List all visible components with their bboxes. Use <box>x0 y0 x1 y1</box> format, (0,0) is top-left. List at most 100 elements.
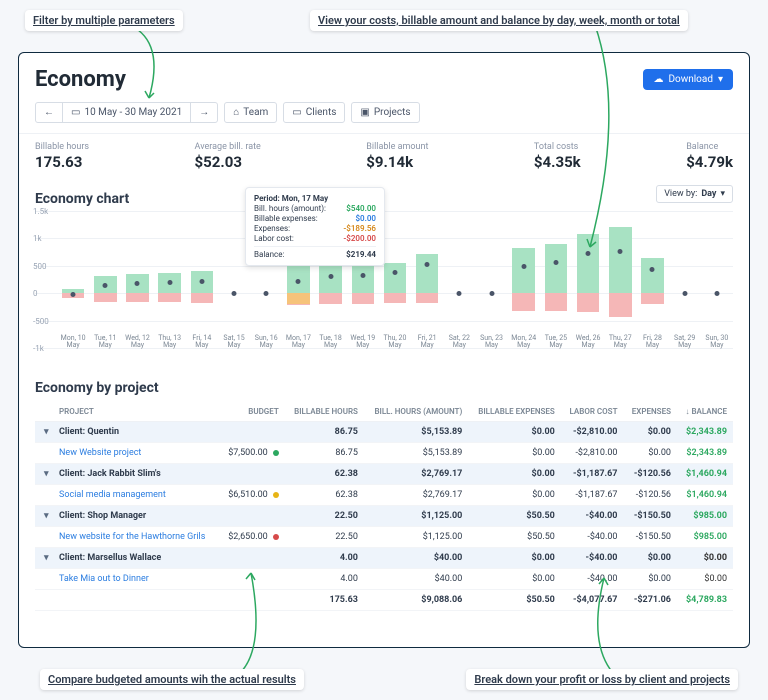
table-cell: $40.00 <box>364 569 468 590</box>
client-row[interactable]: ▾Client: Quentin86.75$5,153.89$0.00-$2,8… <box>35 422 733 443</box>
table-cell: $0.00 <box>677 548 733 569</box>
table-cell: $1,125.00 <box>364 527 468 548</box>
team-label: Team <box>243 107 268 118</box>
table-header[interactable]: EXPENSES <box>623 402 676 422</box>
chart-day[interactable]: Sun, 23May <box>475 211 507 348</box>
project-row[interactable]: Take Mia out to Dinner4.00$40.00$0.00-$4… <box>35 569 733 590</box>
client-row[interactable]: ▾Client: Marsellus Wallace4.00$40.00$0.0… <box>35 548 733 569</box>
table-header[interactable]: LABOR COST <box>561 402 624 422</box>
tooltip-period-label: Period: <box>254 194 280 203</box>
total-row: 175.63$9,088.06$50.50-$4,077.67-$271.06$… <box>35 590 733 611</box>
table-cell: $5,153.89 <box>364 443 468 464</box>
chart-title: Economy chart <box>35 191 129 207</box>
viewby-selector[interactable]: View by: Day ▾ <box>656 185 733 203</box>
project-name: New website for the Hawthorne Grils <box>35 527 219 548</box>
chart-day[interactable]: Thu, 27May <box>604 211 636 348</box>
economy-table: PROJECTBUDGETBILLABLE HOURSBILL. HOURS (… <box>35 402 733 611</box>
chart-day[interactable]: Mon, 10May <box>57 211 89 348</box>
table-cell: $40.00 <box>364 548 468 569</box>
table-header[interactable]: PROJECT <box>35 402 219 422</box>
table-header[interactable]: BILLABLE HOURS <box>285 402 364 422</box>
date-range-label: 10 May - 30 May 2021 <box>84 107 182 118</box>
chart-day[interactable]: Fri, 28May <box>636 211 668 348</box>
date-range-button[interactable]: ▭ 10 May - 30 May 2021 <box>62 102 191 123</box>
project-name: New Website project <box>35 443 219 464</box>
table-cell: 4.00 <box>285 569 364 590</box>
table-cell: 62.38 <box>285 485 364 506</box>
tooltip-period-value: Mon, 17 May <box>282 194 328 203</box>
table-cell: $4,789.83 <box>677 590 733 611</box>
table-cell: $50.50 <box>468 527 561 548</box>
table-cell: $5,153.89 <box>364 422 468 443</box>
projects-filter-button[interactable]: ▣ Projects <box>351 102 419 123</box>
budget-cell: $7,500.00 <box>219 443 284 464</box>
table-cell: -$120.56 <box>623 464 676 485</box>
table-cell: $0.00 <box>623 422 676 443</box>
table-title: Economy by project <box>35 380 733 396</box>
project-row[interactable]: New website for the Hawthorne Grils$2,65… <box>35 527 733 548</box>
table-cell: $0.00 <box>468 443 561 464</box>
kpi-label: Average bill. rate <box>195 142 261 152</box>
table-cell: $0.00 <box>468 569 561 590</box>
callout-compare: Compare budgeted amounts wih the actual … <box>40 669 304 690</box>
toolbar: ← ▭ 10 May - 30 May 2021 → ⌂ Team ▭ Clie… <box>35 102 733 123</box>
tooltip-balance-label: Balance: <box>254 250 284 259</box>
chart-day[interactable]: Sat, 29May <box>669 211 701 348</box>
table-cell: $1,125.00 <box>364 506 468 527</box>
kpi: Total costs$4.35k <box>534 142 581 171</box>
client-name: ▾Client: Shop Manager <box>35 506 219 527</box>
table-cell: $1,460.94 <box>677 464 733 485</box>
table-header[interactable]: BILL. HOURS (AMOUNT) <box>364 402 468 422</box>
kpi-value: $4.35k <box>534 153 581 171</box>
chevron-down-icon: ▾ <box>44 553 49 563</box>
chart-day[interactable]: Sun, 30May <box>701 211 733 348</box>
table-cell: $50.50 <box>468 590 561 611</box>
table-cell: $2,769.17 <box>364 464 468 485</box>
table-cell: $0.00 <box>468 548 561 569</box>
chevron-down-icon: ▾ <box>44 469 49 479</box>
economy-panel: Economy ☁ Download ▾ ← ▭ 10 May - 30 May… <box>18 52 750 648</box>
table-header[interactable]: BUDGET <box>219 402 284 422</box>
table-cell: $2,769.17 <box>364 485 468 506</box>
date-next-button[interactable]: → <box>190 102 218 123</box>
kpi-value: 175.63 <box>35 153 89 171</box>
download-button[interactable]: ☁ Download ▾ <box>643 69 733 90</box>
kpi-value: $9.14k <box>366 153 428 171</box>
chart-day[interactable]: Tue, 11May <box>89 211 121 348</box>
table-cell: 62.38 <box>285 464 364 485</box>
kpi: Billable amount$9.14k <box>366 142 428 171</box>
chart-day[interactable]: Mon, 24May <box>508 211 540 348</box>
download-label: Download <box>668 74 713 85</box>
table-cell: -$2,810.00 <box>561 443 624 464</box>
client-row[interactable]: ▾Client: Jack Rabbit Slim's62.38$2,769.1… <box>35 464 733 485</box>
clients-filter-button[interactable]: ▭ Clients <box>283 102 345 123</box>
projects-label: Projects <box>374 107 411 118</box>
project-name: Take Mia out to Dinner <box>35 569 219 590</box>
table-header[interactable]: ↓ BALANCE <box>677 402 733 422</box>
calendar-icon: ▭ <box>71 107 80 118</box>
table-cell: 86.75 <box>285 422 364 443</box>
chart-day[interactable]: Fri, 21May <box>411 211 443 348</box>
kpi: Average bill. rate$52.03 <box>195 142 261 171</box>
chart-day[interactable]: Wed, 12May <box>121 211 153 348</box>
table-cell: $0.00 <box>468 422 561 443</box>
chart-day[interactable]: Fri, 14May <box>186 211 218 348</box>
chart-day[interactable]: Tue, 25May <box>540 211 572 348</box>
date-prev-button[interactable]: ← <box>35 102 63 123</box>
kpi-label: Balance <box>686 142 733 152</box>
team-filter-button[interactable]: ⌂ Team <box>224 102 277 123</box>
table-cell: $985.00 <box>677 527 733 548</box>
project-row[interactable]: New Website project$7,500.0086.75$5,153.… <box>35 443 733 464</box>
project-row[interactable]: Social media management$6,510.0062.38$2,… <box>35 485 733 506</box>
viewby-label: View by: <box>664 189 697 199</box>
chart-day[interactable]: Thu, 13May <box>154 211 186 348</box>
chart-day[interactable]: Wed, 26May <box>572 211 604 348</box>
table-cell: $1,460.94 <box>677 485 733 506</box>
project-name: Social media management <box>35 485 219 506</box>
kpi-value: $4.79k <box>686 153 733 171</box>
client-row[interactable]: ▾Client: Shop Manager22.50$1,125.00$50.5… <box>35 506 733 527</box>
table-cell: 22.50 <box>285 506 364 527</box>
table-cell: -$150.50 <box>623 506 676 527</box>
chart-day[interactable]: Sat, 22May <box>443 211 475 348</box>
table-header[interactable]: BILLABLE EXPENSES <box>468 402 561 422</box>
